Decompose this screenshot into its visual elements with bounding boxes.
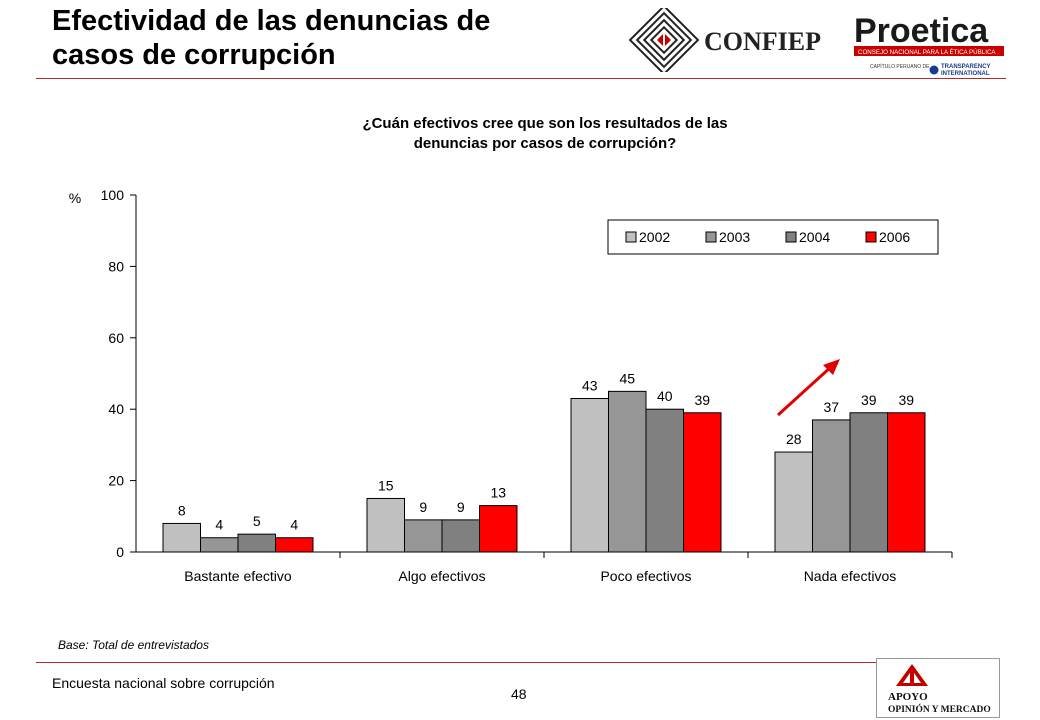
bar <box>774 451 813 553</box>
bar <box>570 397 609 553</box>
bar <box>887 412 926 553</box>
bar <box>849 412 888 553</box>
x-category-label: Bastante efectivo <box>184 568 292 584</box>
y-tick-label: 80 <box>108 258 124 274</box>
page-number: 48 <box>511 686 527 702</box>
legend-swatch <box>785 231 797 243</box>
title-line-1: Efectividad de las denuncias de <box>52 5 491 37</box>
bar-value-label: 13 <box>490 485 506 501</box>
y-tick-label: 20 <box>108 473 124 489</box>
title-divider <box>36 78 1006 79</box>
bar-value-label: 4 <box>290 517 298 533</box>
bar-value-label: 45 <box>619 370 635 386</box>
bar <box>275 537 314 553</box>
bar-value-label: 28 <box>786 431 802 447</box>
bar-value-label: 43 <box>582 377 598 393</box>
base-note: Base: Total de entrevistados <box>58 638 209 652</box>
bar <box>366 497 405 553</box>
bar <box>479 505 518 553</box>
bar <box>683 412 722 553</box>
bar <box>200 537 239 553</box>
y-tick-label: 60 <box>108 330 124 346</box>
bar <box>162 522 201 553</box>
bar <box>404 519 443 553</box>
y-tick-label: 40 <box>108 401 124 417</box>
page-title: Efectividad de las denuncias de casos de… <box>52 4 612 72</box>
confiep-logo: CONFIEP <box>628 8 821 72</box>
bar-value-label: 4 <box>215 517 223 533</box>
legend-label: 2002 <box>639 229 670 245</box>
x-category-label: Algo efectivos <box>398 568 485 584</box>
confiep-wordmark: CONFIEP <box>704 27 821 56</box>
apoyo-subtitle: OPINIÓN Y MERCADO <box>888 703 991 715</box>
bar-value-label: 9 <box>419 499 427 515</box>
y-axis-unit-label: % <box>69 190 81 206</box>
question-line-2: denuncias por casos de corrupción? <box>413 135 677 152</box>
apoyo-wordmark: APOYO <box>888 691 928 703</box>
bar-value-label: 39 <box>694 392 710 408</box>
legend-swatch <box>705 231 717 243</box>
legend-swatch <box>625 231 637 243</box>
bar <box>608 390 647 553</box>
trend-arrow-line <box>776 364 834 417</box>
x-category-label: Poco efectivos <box>600 568 691 584</box>
bar-value-label: 5 <box>253 513 261 529</box>
transparency-line-1: TRANSPARENCY <box>941 64 991 70</box>
bar-value-label: 15 <box>378 477 394 493</box>
transparency-globe-icon <box>929 65 939 75</box>
legend-box <box>607 219 939 255</box>
bar-value-label: 39 <box>898 392 914 408</box>
proetica-subtitle: CONSEJO NACIONAL PARA LA ÉTICA PÚBLICA <box>858 49 996 56</box>
bar <box>812 419 851 553</box>
proetica-chapter-text: CAPÍTULO PERUANO DE <box>870 63 930 70</box>
legend-label: 2006 <box>879 229 910 245</box>
question-line-1: ¿Cuán efectivos cree que son los resulta… <box>362 115 728 132</box>
proetica-wordmark: Proetica <box>854 12 989 50</box>
footer-divider <box>36 662 876 663</box>
bar-value-label: 8 <box>178 502 186 518</box>
trend-arrow-head <box>823 359 840 375</box>
legend-label: 2003 <box>719 229 750 245</box>
survey-name: Encuesta nacional sobre corrupción <box>52 675 275 691</box>
title-line-2: casos de corrupción <box>52 39 336 71</box>
bar-value-label: 9 <box>457 499 465 515</box>
apoyo-logo: APOYO OPINIÓN Y MERCADO <box>876 658 1000 718</box>
bar-value-label: 40 <box>657 388 673 404</box>
chart-question: ¿Cuán efectivos cree que son los resulta… <box>250 114 840 154</box>
bar <box>237 533 276 553</box>
legend-swatch <box>865 231 877 243</box>
transparency-line-2: INTERNATIONAL <box>941 71 990 77</box>
bar <box>441 519 480 553</box>
y-tick-label: 0 <box>116 544 124 560</box>
legend-label: 2004 <box>799 229 830 245</box>
bar <box>645 408 684 553</box>
bar-value-label: 37 <box>823 399 839 415</box>
proetica-logo: Proetica CONSEJO NACIONAL PARA LA ÉTICA … <box>854 12 1004 77</box>
y-tick-label: 100 <box>101 187 125 203</box>
bar-value-label: 39 <box>861 392 877 408</box>
x-category-label: Nada efectivos <box>804 568 897 584</box>
